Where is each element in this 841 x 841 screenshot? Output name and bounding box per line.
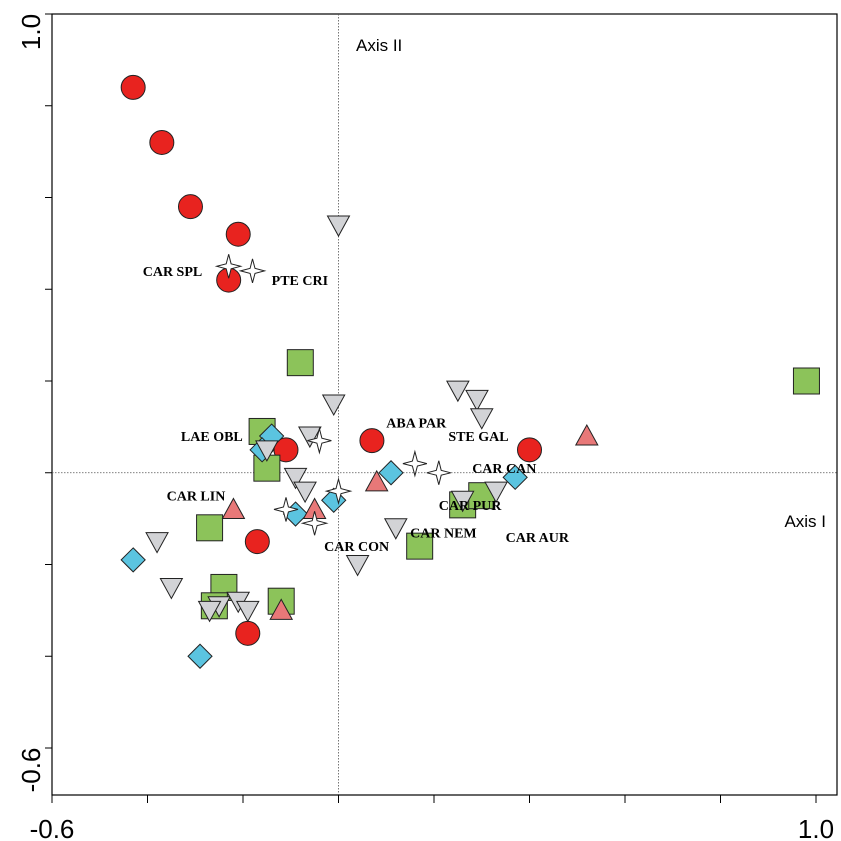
- triangle-down-point: [197, 600, 222, 623]
- species-label: CAR PUR: [439, 499, 502, 514]
- diamond-point: [502, 464, 528, 491]
- triangle-down-point: [255, 440, 279, 462]
- triangle-down-point: [293, 481, 317, 504]
- star-point: [324, 477, 353, 506]
- axis-ii-label: Axis II: [356, 36, 402, 55]
- triangle-down-point: [446, 380, 470, 403]
- species-label: CAR CAN: [472, 462, 536, 477]
- star-point: [273, 497, 299, 522]
- species-label: CAR AUR: [506, 531, 570, 546]
- species-label: CAR CON: [324, 540, 389, 555]
- triangle-down-point: [235, 600, 260, 623]
- square-point: [196, 514, 224, 542]
- square-point: [286, 349, 314, 377]
- circle-point: [225, 221, 251, 247]
- triangle-up-point: [269, 598, 294, 620]
- diamond-point: [378, 460, 404, 486]
- triangle-down-point: [484, 481, 508, 504]
- species-label: ABA PAR: [386, 416, 447, 431]
- triangle-down-point: [469, 408, 494, 430]
- species-label: PTE CRI: [272, 274, 328, 289]
- data-points: [120, 74, 820, 669]
- triangle-down-point: [326, 215, 351, 238]
- triangle-down-point: [465, 389, 489, 412]
- species-label: STE GAL: [448, 430, 508, 445]
- star-point: [300, 511, 329, 536]
- species-label: CAR LIN: [167, 490, 226, 505]
- triangle-down-point: [345, 555, 370, 577]
- triangle-down-point: [159, 577, 184, 600]
- y-tick-max: 1.0: [16, 14, 46, 50]
- star-point: [214, 254, 243, 279]
- star-point: [238, 258, 267, 284]
- triangle-down-point: [283, 467, 308, 490]
- triangle-down-point: [383, 518, 408, 540]
- circle-point: [120, 74, 146, 100]
- star-point: [426, 460, 451, 485]
- species-label: CAR NEM: [410, 526, 477, 541]
- square-point: [406, 532, 434, 560]
- circle-point: [517, 437, 542, 463]
- square-point: [792, 367, 820, 395]
- circle-point: [235, 620, 261, 646]
- triangle-down-point: [450, 490, 475, 513]
- plot-frame: [51, 13, 838, 796]
- circle-point: [244, 529, 270, 555]
- x-tick-max: 1.0: [798, 814, 834, 841]
- axis-i-label: Axis I: [784, 512, 826, 531]
- triangle-up-point: [221, 497, 246, 519]
- circle-point: [177, 194, 203, 220]
- axis-lines: [52, 14, 837, 795]
- triangle-down-point: [298, 426, 322, 449]
- circle-point: [149, 129, 175, 155]
- x-tick-min: -0.6: [30, 814, 75, 841]
- circle-point: [359, 428, 385, 454]
- triangle-up-point: [574, 424, 599, 446]
- y-tick-min: -0.6: [16, 748, 46, 793]
- axis-ticks: [45, 13, 817, 803]
- triangle-down-point: [145, 532, 169, 554]
- species-label: LAE OBL: [181, 430, 243, 445]
- star-point: [307, 426, 332, 455]
- triangle-up-point: [364, 469, 389, 492]
- diamond-point: [187, 643, 213, 669]
- star-point: [402, 449, 428, 478]
- species-label: CAR SPL: [143, 265, 203, 280]
- diamond-point: [120, 547, 146, 573]
- triangle-down-point: [321, 394, 346, 416]
